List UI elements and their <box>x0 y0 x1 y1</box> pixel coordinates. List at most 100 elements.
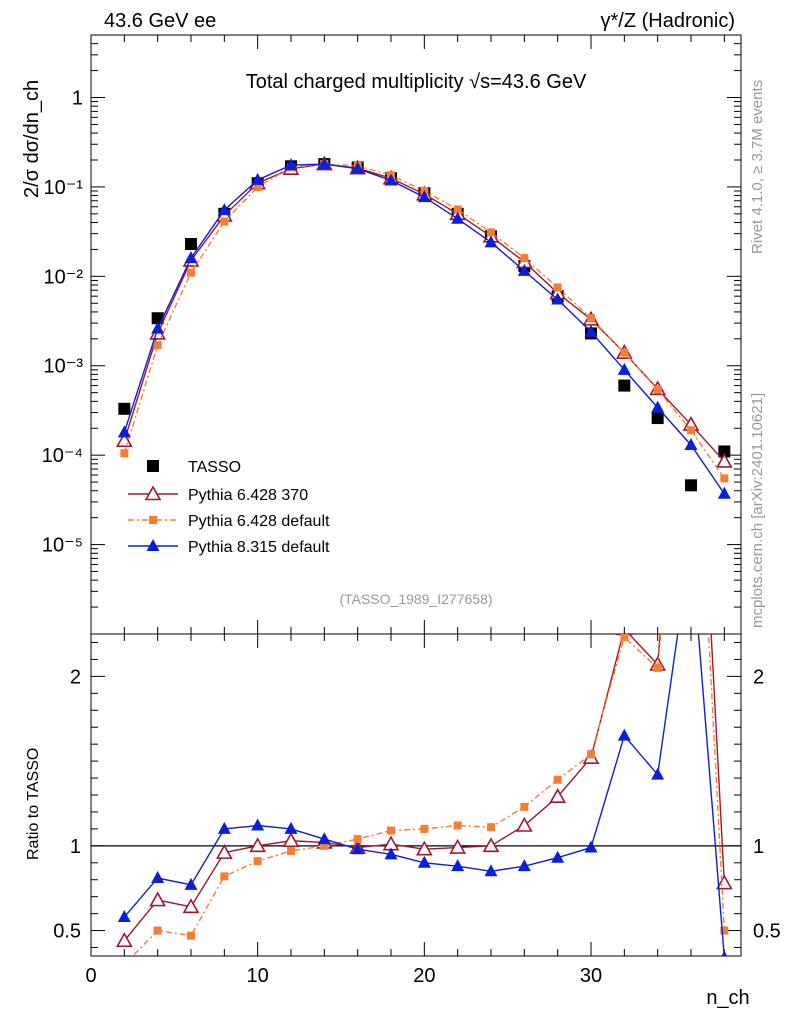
main-series-point-3 <box>684 437 698 450</box>
ratio-series-point-2 <box>384 847 398 860</box>
main-series-point-3 <box>184 251 198 264</box>
legend-label-1: Pythia 6.428 370 <box>188 487 308 504</box>
ratio-y-tick-label-right: 0.5 <box>753 921 781 943</box>
main-series-point-0 <box>718 445 731 458</box>
legend-label-0: TASSO <box>188 459 241 476</box>
ratio-series-point-0 <box>515 816 533 832</box>
main-series-point-3 <box>351 161 365 174</box>
main-y-tick-label: 10⁻⁵ <box>42 535 83 557</box>
ratio-y-tick-label: 1 <box>70 836 81 858</box>
ratio-series-point-2 <box>417 855 431 868</box>
analysis-watermark: (TASSO_1989_I277658) <box>339 591 492 607</box>
main-series-point-3 <box>551 292 565 305</box>
ratio-y-axis-label: Ratio to TASSO <box>25 748 42 860</box>
ratio-series-point-2 <box>284 821 298 834</box>
x-axis-label: n_ch <box>706 987 749 1009</box>
main-y-tick-label: 10⁻² <box>44 266 84 288</box>
main-series-point-1 <box>715 452 733 468</box>
ratio-series-point-2 <box>484 864 498 877</box>
main-y-tick-label: 10⁻¹ <box>44 177 84 199</box>
ratio-series-point-2 <box>617 728 631 741</box>
ratio-series-point-1 <box>220 872 229 881</box>
ratio-series-point-1 <box>453 821 462 830</box>
ratio-series-layer <box>115 246 733 956</box>
main-series-point-0 <box>618 379 631 392</box>
ratio-series-point-1 <box>620 634 629 642</box>
main-series-point-3 <box>517 263 531 276</box>
legend-label-3: Pythia 8.315 default <box>188 539 330 556</box>
ratio-series-point-0 <box>715 874 733 890</box>
main-series-point-0 <box>185 237 197 250</box>
ratio-series-point-1 <box>720 926 729 935</box>
ratio-series-point-1 <box>287 846 295 855</box>
main-series-layer <box>115 155 733 499</box>
ratio-series-point-2 <box>317 832 331 845</box>
ratio-series-point-1 <box>153 926 162 935</box>
x-tick-label: 0 <box>85 965 96 987</box>
main-series-point-2 <box>687 426 695 435</box>
main-series-point-3 <box>651 400 665 413</box>
legend-marker-3 <box>146 539 160 551</box>
main-axes: 10⁻⁵ 10⁻⁴ 10⁻³ 10⁻² 10⁻¹ 1 <box>42 34 741 634</box>
main-series-point-2 <box>553 283 562 292</box>
main-series-point-3 <box>451 211 465 224</box>
mcplots-source-text: mcplots.cern.ch [arXiv:2401.10621] <box>749 393 766 628</box>
ratio-series-point-1 <box>587 750 595 759</box>
main-series-point-2 <box>487 228 495 237</box>
main-series-point-3 <box>251 172 265 185</box>
ratio-series-point-0 <box>549 788 567 803</box>
main-y-axis-label: 2/σ dσ/dn_ch <box>21 80 43 198</box>
main-series-point-0 <box>685 479 697 492</box>
main-series-point-3 <box>417 190 431 203</box>
legend-marker-0 <box>147 460 159 472</box>
ratio-series-point-2 <box>184 877 198 890</box>
ratio-series-point-1 <box>687 300 695 308</box>
ratio-series-point-2 <box>351 842 365 855</box>
ratio-series-point-2 <box>517 859 531 872</box>
ratio-series-point-2 <box>685 534 698 546</box>
ratio-series-point-1 <box>653 663 662 672</box>
legend-label-2: Pythia 6.428 default <box>188 513 330 530</box>
ratio-series-point-2 <box>551 850 565 863</box>
main-series-point-2 <box>120 449 129 458</box>
main-series-point-2 <box>187 268 195 277</box>
main-series-point-3 <box>384 173 398 186</box>
plot-title: Total charged multiplicity √s=43.6 GeV <box>246 71 587 93</box>
main-series-point-2 <box>453 205 462 214</box>
ratio-series-point-1 <box>487 823 495 832</box>
x-tick-label: 30 <box>580 965 602 987</box>
main-series-point-2 <box>220 217 229 226</box>
main-y-tick-label: 1 <box>72 87 83 109</box>
main-series-point-3 <box>117 425 131 438</box>
ratio-series-point-0 <box>684 246 698 259</box>
legend-marker-2 <box>149 516 157 524</box>
ratio-series-point-1 <box>320 841 329 850</box>
main-series-line-2 <box>123 163 725 479</box>
legend: TASSO Pythia 6.428 370 Pythia 6.428 defaul… <box>128 459 330 556</box>
ratio-series-point-0 <box>115 932 133 948</box>
main-y-tick-label: 10⁻⁴ <box>42 445 83 467</box>
main-series-point-3 <box>617 362 631 375</box>
main-series-point-3 <box>484 235 498 248</box>
main-series-point-3 <box>217 203 231 216</box>
x-tick-label: 10 <box>247 965 269 987</box>
main-series-point-2 <box>153 341 162 350</box>
ratio-axes: 0.5 0.51 12 20 10 20 30 <box>53 634 781 987</box>
main-series-point-2 <box>653 385 662 394</box>
ratio-series-point-2 <box>117 910 131 923</box>
main-series-point-2 <box>720 474 729 483</box>
main-series-point-2 <box>620 348 629 357</box>
main-series-point-3 <box>151 321 165 334</box>
main-series-point-2 <box>253 182 262 191</box>
ratio-series-point-1 <box>553 775 562 784</box>
ratio-y-tick-label: 0.5 <box>53 921 81 943</box>
ratio-y-tick-label-right: 2 <box>753 666 764 688</box>
main-series-point-3 <box>717 486 731 499</box>
ratio-series-point-0 <box>249 837 267 853</box>
header-right: γ*/Z (Hadronic) <box>601 10 735 32</box>
rivet-version-text: Rivet 4.1.0, ≥ 3.7M events <box>749 80 766 254</box>
ratio-series-point-0 <box>449 838 467 854</box>
ratio-series-point-1 <box>387 826 395 835</box>
header-left: 43.6 GeV ee <box>104 10 216 32</box>
